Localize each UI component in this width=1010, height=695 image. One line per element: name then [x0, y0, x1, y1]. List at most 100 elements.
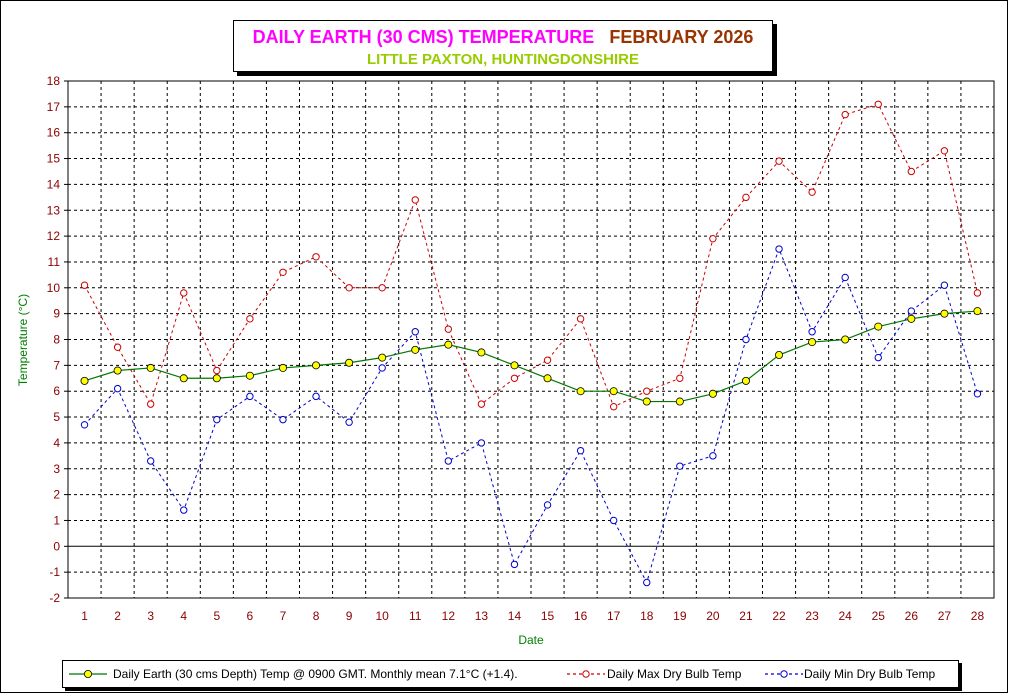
series-1 [80, 100, 982, 411]
data-point [510, 361, 519, 370]
data-point [146, 400, 155, 408]
chart-subtitle: LITTLE PAXTON, HUNTINGDONSHIRE [367, 51, 639, 68]
data-point [543, 356, 552, 364]
legend-marker [83, 669, 92, 678]
y-tick-label: 11 [48, 255, 61, 269]
data-point [213, 366, 221, 375]
data-point [741, 376, 750, 385]
data-point [907, 307, 916, 315]
x-tick-label: 8 [313, 609, 320, 623]
data-point [312, 361, 321, 370]
data-point [444, 325, 453, 333]
data-point [742, 335, 750, 344]
data-point [180, 289, 188, 297]
series-line [84, 310, 978, 403]
data-point [213, 415, 221, 424]
data-point [212, 374, 221, 383]
data-point [80, 421, 89, 429]
data-point [543, 501, 552, 509]
x-tick-label: 1 [81, 609, 88, 623]
x-tick-labels: 1 2 3 4 5 6 7 8 9 10 11 12 13 14 15 16 17 18 19 20 21 22 23 24 2… [81, 609, 984, 623]
data-point [841, 110, 849, 119]
x-tick-label: 12 [442, 609, 456, 623]
series-2 [80, 245, 982, 587]
data-point [808, 328, 816, 336]
y-tick-label: 2 [53, 488, 60, 502]
y-tick-label: 13 [47, 203, 61, 217]
x-tick-label: 15 [541, 609, 555, 623]
data-point [708, 389, 717, 398]
data-point [444, 457, 453, 465]
y-tick-label: 0 [53, 539, 60, 553]
data-point [510, 560, 519, 569]
data-point [279, 268, 287, 276]
data-point [312, 253, 320, 261]
x-tick-label: 6 [247, 609, 254, 623]
data-point [775, 351, 784, 360]
y-tick-label: 17 [47, 100, 61, 114]
data-point [874, 353, 882, 362]
y-tick-label: -1 [49, 565, 60, 579]
y-tick-label: 18 [47, 74, 61, 88]
series-0 [80, 307, 982, 406]
x-tick-label: 27 [938, 609, 952, 623]
data-point [874, 322, 883, 331]
y-tick-label: 16 [47, 126, 61, 140]
data-point [411, 196, 419, 204]
legend-marker [582, 670, 590, 678]
axes [64, 80, 995, 599]
data-point [345, 418, 353, 426]
series-layer [80, 100, 982, 587]
data-point [907, 314, 916, 323]
data-point [841, 273, 849, 282]
chart-title: DAILY EARTH (30 CMS) TEMPERATURE FEBRUAR… [234, 27, 772, 48]
data-point [808, 338, 817, 347]
data-point [245, 371, 254, 380]
data-point [146, 457, 155, 465]
data-point [146, 363, 155, 372]
data-point [609, 387, 618, 396]
x-tick-label: 14 [508, 609, 522, 623]
data-point [510, 374, 519, 382]
data-point [709, 234, 717, 243]
x-tick-label: 4 [180, 609, 187, 623]
data-point [113, 343, 122, 351]
y-tick-label: 5 [53, 410, 60, 424]
data-point [345, 284, 353, 292]
x-tick-label: 9 [346, 609, 353, 623]
legend-label: Daily Max Dry Bulb Temp [607, 667, 742, 681]
x-tick-label: 23 [805, 609, 819, 623]
y-tick-label: 15 [47, 152, 61, 166]
data-point [444, 340, 453, 349]
chart-title-month: FEBRUARY 2026 [609, 27, 754, 47]
y-tick-label: 8 [53, 333, 60, 347]
x-tick-label: 22 [772, 609, 786, 623]
data-point [378, 353, 387, 362]
x-tick-label: 19 [673, 609, 687, 623]
x-tick-label: 3 [147, 609, 154, 623]
data-point [940, 309, 949, 318]
data-point [973, 307, 982, 316]
data-point [80, 376, 89, 385]
legend-marker [780, 670, 788, 678]
data-point [180, 506, 188, 514]
y-axis-label: Temperature (°C) [16, 294, 30, 386]
data-point [742, 193, 750, 202]
x-tick-label: 18 [640, 609, 654, 623]
series-line [84, 103, 978, 408]
chart-title-main: DAILY EARTH (30 CMS) TEMPERATURE [252, 27, 595, 47]
data-point [477, 439, 486, 447]
x-tick-label: 25 [872, 609, 886, 623]
y-tick-label: 9 [53, 307, 60, 321]
data-point [841, 335, 850, 344]
data-point [775, 157, 783, 165]
data-point [279, 415, 287, 424]
y-tick-label: 12 [47, 229, 61, 243]
data-point [411, 345, 420, 354]
data-point [278, 363, 287, 372]
legend-item-0: Daily Earth (30 cms Depth) Temp @ 0900 G… [69, 667, 518, 681]
legend-label: Daily Earth (30 cms Depth) Temp @ 0900 G… [113, 667, 518, 681]
